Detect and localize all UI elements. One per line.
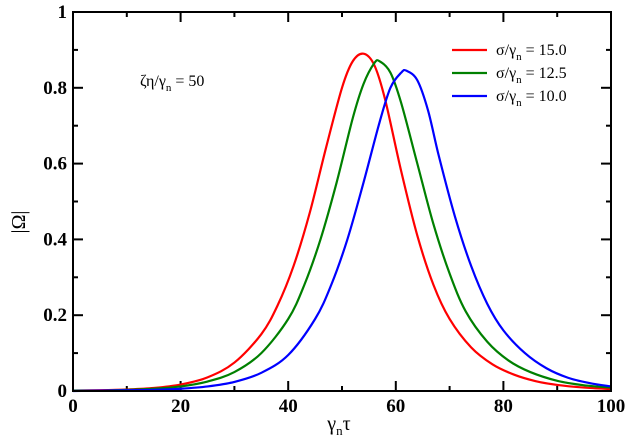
x-tick-label: 20	[171, 396, 190, 417]
x-tick-label: 40	[279, 396, 298, 417]
tick-labels: 0 20 40 60 80 100 0 0.2 0.4 0.6 0.8 1	[43, 2, 625, 417]
y-tick-label: 0.4	[43, 229, 67, 250]
legend-label-1: σ/γn = 15.0	[496, 42, 567, 63]
x-tick-label: 100	[597, 396, 626, 417]
plot-frame	[72, 11, 612, 392]
y-tick-label: 0.6	[43, 154, 67, 175]
x-axis-title: γnτ	[326, 413, 350, 437]
y-tick-label: 1	[58, 2, 68, 23]
x-axis-label: γnτ	[326, 413, 350, 437]
x-tick-label: 80	[494, 396, 513, 417]
y-tick-label: 0.2	[43, 305, 67, 326]
y-tick-label: 0.8	[43, 78, 67, 99]
legend-label-2: σ/γn = 12.5	[496, 65, 567, 86]
y-axis-label: |Ω|	[8, 211, 30, 234]
annotation: ζη/γn = 50	[140, 73, 204, 94]
series-line-1	[72, 52, 612, 392]
series-line-2	[72, 59, 612, 392]
y-tick-label: 0	[58, 381, 68, 402]
legend-label-3: σ/γn = 10.0	[496, 88, 567, 109]
x-tick-label: 0	[68, 396, 78, 417]
legend: σ/γn = 15.0σ/γn = 12.5σ/γn = 10.0	[452, 42, 567, 109]
series-lines	[72, 52, 612, 393]
series-line-3	[72, 68, 612, 393]
x-tick-label: 60	[386, 396, 405, 417]
y-axis-title: |Ω|	[8, 211, 30, 234]
annotation-text: ζη/γn = 50	[140, 73, 204, 94]
